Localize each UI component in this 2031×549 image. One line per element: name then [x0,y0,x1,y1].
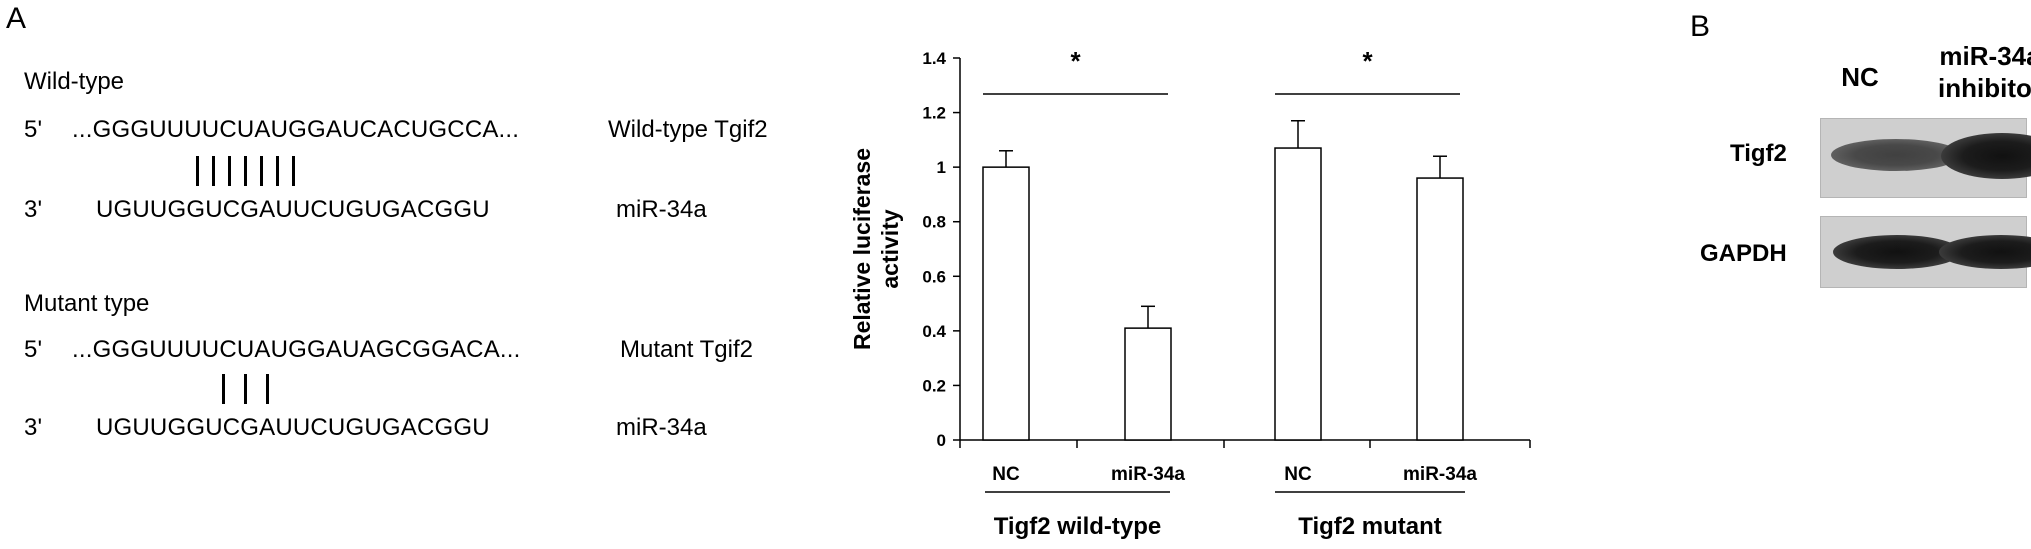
blot-lane-header-nc: NC [1841,62,1879,92]
mutant-base-pairing [222,374,272,404]
mutant-target-label: Mutant Tgif2 [620,336,753,363]
y-tick-label: 1 [937,158,946,177]
blot-band-gapdh-inhibitor [1939,235,2031,269]
panel-b-letter: B [1690,10,1711,43]
luciferase-bar-chart: 0 0.2 0.4 0.6 0.8 1 1.2 1.4 Relative luciferase a… [849,46,1531,540]
panel-a-letter: A [6,2,27,35]
mutant-5prime: 5' [24,336,43,363]
y-tick-label: 1.4 [922,49,946,68]
x-category-label: NC [1284,464,1312,485]
bar [1416,177,1464,441]
x-category-label: miR-34a [1111,464,1185,485]
y-tick-label: 0 [937,431,946,450]
wild-type-target-label: Wild-type Tgif2 [608,116,768,143]
y-tick-label: 0.2 [922,376,946,395]
y-axis-label-line2: activity [877,209,903,288]
wild-type-base-pairing [196,156,300,186]
bar [982,166,1030,441]
x-category-label: NC [992,464,1020,485]
mutant-heading: Mutant type [24,290,150,317]
y-tick-label: 1.2 [922,104,946,123]
bar [1124,327,1172,441]
x-category-label: miR-34a [1403,464,1477,485]
mutant-mirna-sequence: UGUUGGUCGAUUCUGUGACGGU [96,414,490,441]
wild-type-3prime: 3' [24,196,43,223]
mutant-3prime: 3' [24,414,43,441]
y-tick-label: 0.4 [922,322,946,341]
blot-band-tigf2-nc [1831,139,1961,171]
blot-lane-header-inhibitor-line1: miR-34a [1939,41,2031,71]
blot-strip-gapdh [1820,216,2031,288]
significance-star: * [1070,46,1081,76]
mutant-mirna-label: miR-34a [616,414,707,441]
bar [1274,147,1322,441]
wild-type-mirna-label: miR-34a [616,196,707,223]
wild-type-heading: Wild-type [24,68,125,95]
blot-lane-header-inhibitor: miR-34a inhibitor [1865,40,2031,104]
blot-row-label-tigf2: Tigf2 [1730,140,1787,167]
y-axis-label-line1: Relative luciferase [849,148,875,350]
wild-type-target-sequence: ...GGGUUUUCUAUGGAUCACUGCCA... [72,116,520,143]
mutant-target-sequence: ...GGGUUUUCUAUGGAUAGCGGACA... [72,336,521,363]
blot-band-tigf2-inhibitor [1941,133,2031,179]
significance-star: * [1362,46,1373,76]
group-label: Tigf2 wild-type [994,513,1162,540]
wild-type-mirna-sequence: UGUUGGUCGAUUCUGUGACGGU [96,196,490,223]
blot-strip-tigf2 [1820,118,2031,198]
blot-lane-header-inhibitor-line2: inhibitor [1938,73,2031,103]
blot-row-label-gapdh: GAPDH [1700,240,1787,267]
y-tick-label: 0.8 [922,213,946,232]
y-tick-label: 0.6 [922,267,946,286]
wild-type-5prime: 5' [24,116,43,143]
group-label: Tigf2 mutant [1298,513,1442,540]
